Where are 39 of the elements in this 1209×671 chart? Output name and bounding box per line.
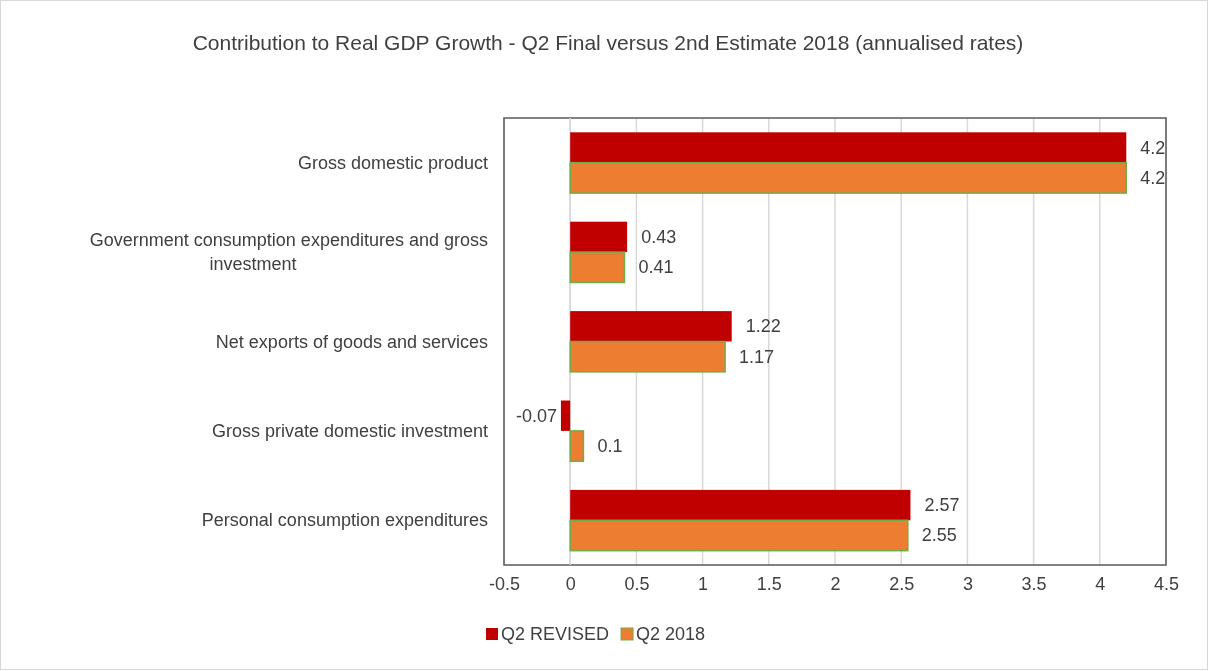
bar [560,400,571,431]
y-tick-label: Gross domestic product [297,152,488,173]
x-tick-label: 0 [565,573,576,594]
x-tick-label: 4 [1095,573,1106,594]
bar [570,311,732,342]
bar [569,340,726,373]
x-tick-label: 0.5 [624,573,650,594]
bar [570,132,1127,163]
x-tick-label: 3.5 [1021,573,1047,594]
y-tick-label: Personal consumption expenditures [201,510,488,531]
data-label: 4.2 [1140,167,1166,188]
data-label: 1.17 [739,346,775,367]
bar [569,251,626,284]
x-tick-label: 3 [962,573,973,594]
bar [569,519,909,552]
data-label: 0.41 [638,257,674,278]
legend-label: Q2 2018 [636,624,706,644]
bar [570,489,911,521]
data-label: 4.2 [1140,137,1166,158]
data-label: 0.1 [597,436,623,457]
legend-label: Q2 REVISED [501,624,610,644]
y-tick-label: Gross private domestic investment [211,420,488,441]
x-tick-label: 4.5 [1153,573,1180,594]
y-tick-label: Net exports of goods and services [215,331,488,352]
bar [570,221,628,253]
x-tick-label: 2 [830,573,841,594]
bar [569,161,1128,194]
chart-title: Contribution to Real GDP Growth - Q2 Final versus 2nd Estimate 2018 (annualised rates) [192,31,1024,54]
y-tick-label: Government consumption expenditures and gross investment [89,230,488,275]
x-tick-label: -0.5 [488,573,521,594]
data-label: 1.22 [745,316,781,337]
data-label: 2.55 [921,525,957,546]
x-tick-label: 1 [698,573,709,594]
bar [569,430,585,463]
x-tick-label: 1.5 [756,573,782,594]
data-label: -0.07 [515,405,557,426]
x-tick-label: 2.5 [889,573,915,594]
data-label: 0.43 [641,226,677,247]
data-label: 2.57 [924,495,960,516]
